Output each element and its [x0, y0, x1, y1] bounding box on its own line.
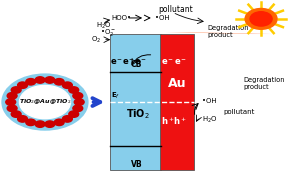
- Circle shape: [73, 93, 83, 99]
- Circle shape: [69, 111, 79, 117]
- Circle shape: [26, 119, 36, 125]
- Circle shape: [45, 77, 55, 83]
- Text: CB: CB: [131, 60, 142, 69]
- Bar: [160, 34, 194, 170]
- Circle shape: [73, 105, 83, 112]
- Text: h$^+$: h$^+$: [173, 115, 187, 127]
- Circle shape: [26, 79, 36, 85]
- Text: O$_2$: O$_2$: [91, 35, 101, 45]
- Circle shape: [11, 111, 21, 117]
- Text: e$^-$: e$^-$: [173, 57, 187, 67]
- Text: e$^-$: e$^-$: [161, 57, 174, 67]
- Text: Degradation
product: Degradation product: [244, 77, 285, 90]
- Text: VB: VB: [131, 160, 142, 169]
- Circle shape: [6, 99, 16, 105]
- Text: H$_2$O: H$_2$O: [201, 115, 217, 125]
- Text: HOO•: HOO•: [112, 15, 132, 21]
- Circle shape: [63, 116, 72, 122]
- Text: Au: Au: [168, 77, 186, 90]
- Circle shape: [19, 85, 71, 119]
- Bar: [110, 34, 161, 170]
- Text: •OH: •OH: [201, 98, 216, 104]
- Text: H$_2$O: H$_2$O: [96, 20, 112, 31]
- Circle shape: [45, 121, 55, 127]
- Circle shape: [2, 74, 88, 130]
- Circle shape: [35, 77, 45, 83]
- Circle shape: [35, 121, 45, 127]
- Text: e$^-$: e$^-$: [122, 57, 135, 67]
- Text: Degradation
product: Degradation product: [207, 25, 249, 38]
- Circle shape: [54, 79, 64, 85]
- Circle shape: [18, 82, 27, 88]
- Circle shape: [11, 87, 21, 93]
- Text: pollutant: pollutant: [223, 108, 255, 115]
- Text: e$^-$: e$^-$: [134, 57, 147, 67]
- Circle shape: [7, 93, 17, 99]
- Polygon shape: [165, 32, 273, 34]
- Text: TiO$_2$@Au@TiO$_2$: TiO$_2$@Au@TiO$_2$: [19, 98, 71, 106]
- Text: •O$_2^-$: •O$_2^-$: [100, 27, 116, 38]
- Text: pollutant: pollutant: [158, 5, 193, 14]
- Text: h$^+$: h$^+$: [161, 115, 174, 127]
- Text: e$^-$: e$^-$: [110, 57, 123, 67]
- Circle shape: [18, 116, 27, 122]
- Circle shape: [74, 99, 84, 105]
- Circle shape: [245, 9, 277, 29]
- Circle shape: [54, 119, 64, 125]
- Text: •OH: •OH: [155, 15, 170, 21]
- Circle shape: [250, 12, 272, 26]
- Text: E$_f$: E$_f$: [112, 91, 121, 101]
- Circle shape: [63, 82, 72, 88]
- Circle shape: [69, 87, 79, 93]
- Text: TiO$_2$: TiO$_2$: [126, 107, 150, 121]
- Circle shape: [7, 105, 17, 112]
